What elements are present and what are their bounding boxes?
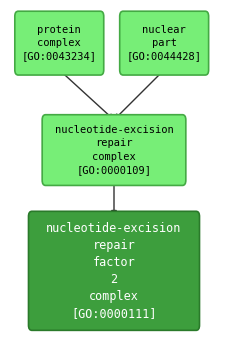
Text: nucleotide-excision
repair
factor
2
complex
[GO:0000111]: nucleotide-excision repair factor 2 comp… xyxy=(46,222,181,320)
FancyBboxPatch shape xyxy=(28,211,199,331)
Text: nucleotide-excision
repair
complex
[GO:0000109]: nucleotide-excision repair complex [GO:0… xyxy=(54,125,173,175)
FancyBboxPatch shape xyxy=(42,115,185,186)
Text: protein
complex
[GO:0043234]: protein complex [GO:0043234] xyxy=(22,25,96,61)
FancyBboxPatch shape xyxy=(15,11,103,75)
Text: nuclear
part
[GO:0044428]: nuclear part [GO:0044428] xyxy=(126,25,201,61)
FancyBboxPatch shape xyxy=(119,11,208,75)
